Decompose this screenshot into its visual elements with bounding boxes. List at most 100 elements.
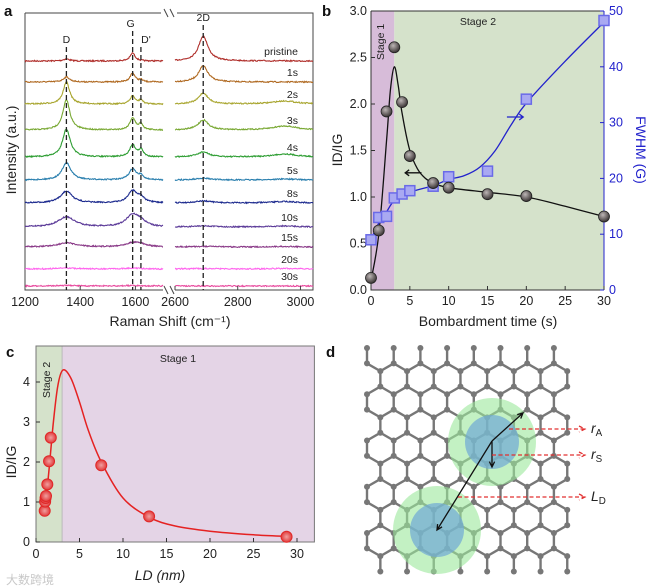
id-ig-point xyxy=(403,150,416,162)
atom xyxy=(377,476,384,483)
x-tick-label: 25 xyxy=(558,294,572,308)
panel-c-y-axis-title: ID/IG xyxy=(3,446,19,479)
atom xyxy=(510,506,517,513)
y-tick-label: 1.5 xyxy=(350,144,367,158)
x-tick-label: 20 xyxy=(519,294,533,308)
y-tick-label: 2 xyxy=(23,455,30,469)
atom xyxy=(550,406,557,413)
y-right-tick-label: 10 xyxy=(609,227,623,241)
rs-dashed-line xyxy=(492,451,587,459)
atom xyxy=(497,529,504,536)
atom xyxy=(390,391,397,398)
arrow-rs xyxy=(488,441,496,469)
data-point xyxy=(41,478,54,491)
y-right-tick-label: 30 xyxy=(609,116,623,130)
atom xyxy=(377,368,384,375)
id-ig-point xyxy=(481,188,494,201)
region-label-stage-2: Stage 2 xyxy=(41,362,53,398)
id-ig-point xyxy=(372,224,385,237)
atom xyxy=(524,483,531,490)
spectrum-line-30s-left xyxy=(24,283,164,288)
atom xyxy=(377,414,384,421)
spectrum-label-8s: 8s xyxy=(287,188,298,200)
x-tick-label: 10 xyxy=(116,547,130,561)
id-ig-point xyxy=(365,272,377,284)
axis-break-marks xyxy=(163,8,175,295)
atom xyxy=(564,460,571,467)
spectrum-line-2s-right xyxy=(174,92,313,105)
atom xyxy=(550,391,557,398)
atom xyxy=(524,529,531,536)
y-tick-label: 1.0 xyxy=(350,190,367,204)
atom xyxy=(430,414,437,421)
x-tick-label: 0 xyxy=(368,294,375,308)
plot-frame xyxy=(35,345,315,543)
atom xyxy=(524,406,531,413)
y-right-tick-label: 0 xyxy=(609,283,616,297)
atom xyxy=(364,437,370,444)
x-tick-label: 30 xyxy=(597,294,611,308)
id-ig-point xyxy=(427,177,440,189)
atom xyxy=(390,360,397,367)
panel-d-lattice-diagram: rA rS LD xyxy=(364,345,606,575)
atom xyxy=(510,553,517,560)
atom xyxy=(564,522,571,529)
atom xyxy=(444,452,451,459)
atom xyxy=(364,391,370,398)
rs-label: rS xyxy=(591,446,603,465)
atom xyxy=(417,452,424,459)
atom xyxy=(404,460,411,467)
panel-b-bombardment-plot: Stage 1 Stage 2 0 5 10 15 20 25 30 0.0 0.5 1.0 1.5 2.… xyxy=(350,4,649,329)
spectrum-label-3s: 3s xyxy=(287,115,298,127)
y-axis-title: Intensity (a.u.) xyxy=(3,106,19,195)
spectrum-line-5s-right xyxy=(174,176,314,182)
atom xyxy=(484,522,491,529)
ld-label: LD xyxy=(591,488,606,507)
x-tick-label: 5 xyxy=(76,547,83,561)
atom xyxy=(444,406,451,413)
y-tick-label: 2.5 xyxy=(350,51,367,65)
atom xyxy=(364,545,370,552)
atom xyxy=(364,483,370,490)
id-ig-point xyxy=(598,210,610,223)
atom xyxy=(550,499,557,506)
atom xyxy=(510,568,517,575)
region-stage-1 xyxy=(62,346,315,542)
peak-label-G: G xyxy=(127,18,135,30)
atom xyxy=(497,391,504,398)
atom xyxy=(497,545,504,552)
atom xyxy=(457,568,464,575)
atom xyxy=(470,360,477,367)
panel-label-b: b xyxy=(322,3,331,20)
atom xyxy=(377,553,384,560)
id-ig-point xyxy=(388,41,401,54)
spectrum-line-20s-right xyxy=(174,267,314,271)
fwhm-point xyxy=(598,14,610,27)
region-label-stage-1: Stage 1 xyxy=(375,24,387,60)
data-point xyxy=(40,490,53,502)
atom xyxy=(484,383,491,390)
spectrum-line-1s-right xyxy=(174,65,314,84)
id-ig-point xyxy=(520,190,533,202)
atom xyxy=(484,368,491,375)
x-tick-label: 1200 xyxy=(11,295,39,309)
atom xyxy=(470,345,477,351)
atom xyxy=(430,368,437,375)
atom xyxy=(550,529,557,536)
atom xyxy=(484,568,491,575)
arrow-ld xyxy=(436,440,493,532)
atom xyxy=(430,460,437,467)
fwhm-point xyxy=(365,234,377,246)
spectrum-label-30s: 30s xyxy=(281,271,298,283)
atom xyxy=(417,360,424,367)
atom xyxy=(377,460,384,467)
atom xyxy=(497,360,504,367)
y-tick-label: 1 xyxy=(23,495,30,509)
ra-label: rA xyxy=(591,420,603,439)
spectrum-line-20s-left xyxy=(24,266,164,271)
atom xyxy=(564,429,571,436)
spectrum-label-1s: 1s xyxy=(287,67,298,79)
arrow-left-axis-indicator xyxy=(404,169,422,177)
y-tick-label: 3.0 xyxy=(350,4,367,18)
atom xyxy=(564,383,571,390)
